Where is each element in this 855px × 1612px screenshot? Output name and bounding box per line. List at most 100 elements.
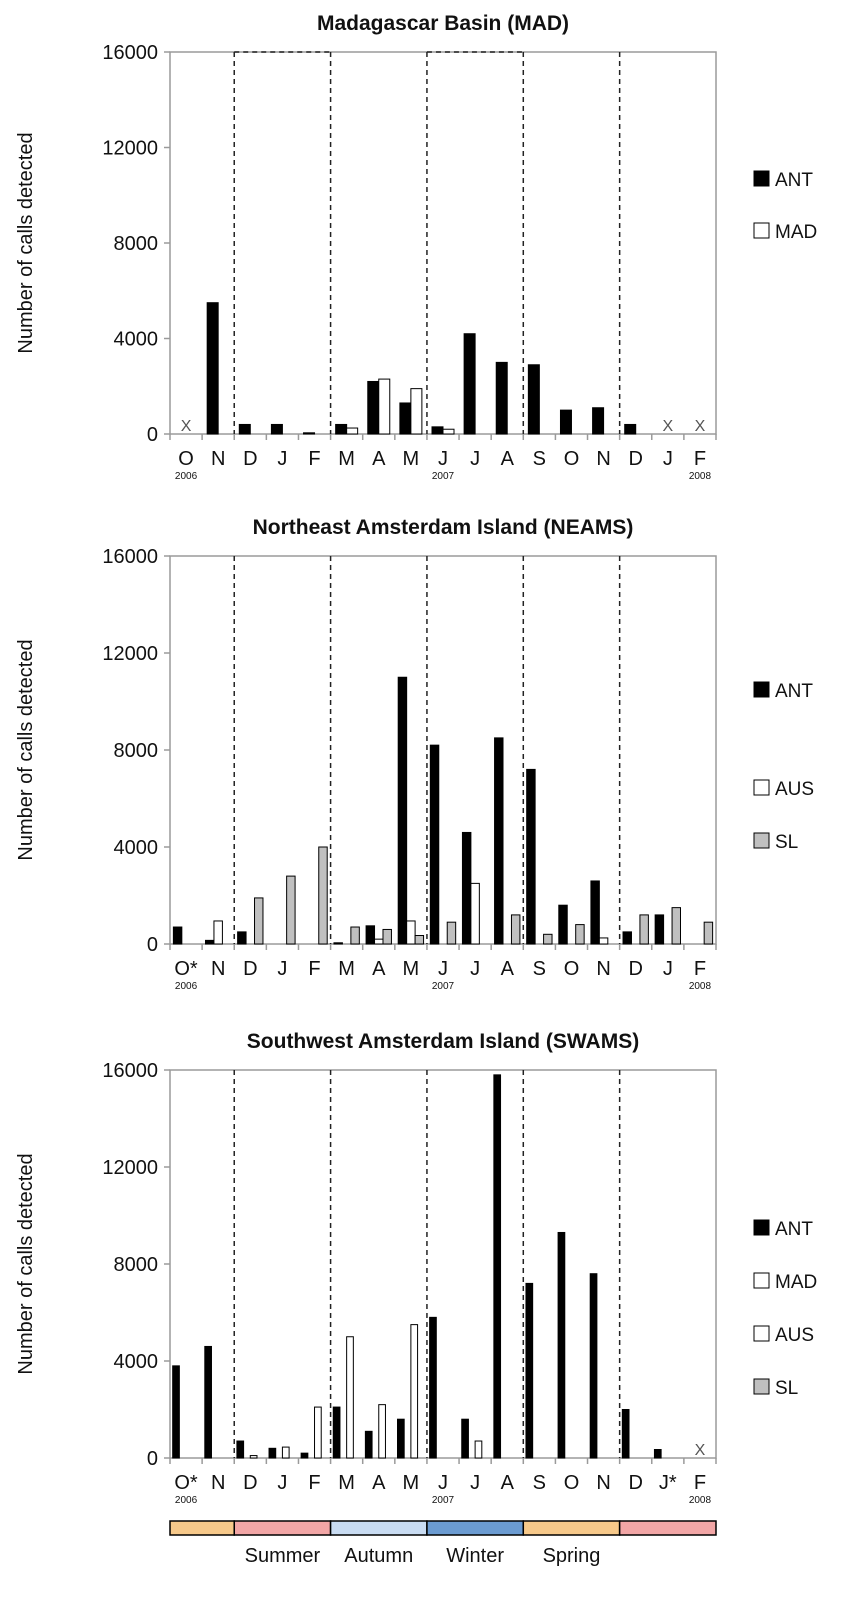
x-tick-label: O* bbox=[174, 958, 198, 980]
x-tick-label: A bbox=[372, 958, 386, 980]
x-tick-label: J bbox=[277, 958, 287, 980]
bar-sl bbox=[254, 897, 264, 945]
year-label: 2006 bbox=[175, 471, 198, 482]
no-data-marker: X bbox=[695, 418, 706, 435]
bar-ant bbox=[204, 1345, 212, 1459]
bar-ant bbox=[624, 423, 637, 435]
chart-title: Southwest Amsterdam Island (SWAMS) bbox=[247, 1030, 639, 1053]
plot-frame bbox=[169, 51, 717, 435]
x-tick-label: D bbox=[628, 958, 642, 980]
no-data-marker: X bbox=[695, 1442, 706, 1459]
legend-swatch bbox=[753, 170, 770, 187]
bar-sl bbox=[446, 921, 457, 945]
x-tick-label: O bbox=[564, 1472, 580, 1494]
bar-ant bbox=[429, 1316, 437, 1459]
x-tick-label: N bbox=[596, 958, 610, 980]
chart-title: Madagascar Basin (MAD) bbox=[317, 12, 569, 35]
bar-aus bbox=[410, 1324, 419, 1459]
season-label: Summer bbox=[245, 1545, 321, 1567]
bar-ant bbox=[621, 1409, 630, 1459]
bar-ant bbox=[592, 407, 605, 435]
x-tick-label: S bbox=[533, 958, 546, 980]
x-tick-label: J* bbox=[659, 1472, 677, 1494]
bar-ant bbox=[332, 1406, 341, 1459]
y-axis-label: Number of calls detected bbox=[15, 1153, 37, 1374]
y-tick-label: 12000 bbox=[102, 1157, 158, 1179]
y-tick-label: 0 bbox=[147, 934, 158, 956]
x-tick-label: J bbox=[663, 958, 673, 980]
legend-label: ANT bbox=[775, 170, 813, 191]
x-tick-label: J bbox=[438, 1472, 448, 1494]
no-data-marker: X bbox=[181, 418, 192, 435]
x-tick-label: M bbox=[338, 448, 355, 470]
x-tick-label: J bbox=[470, 1472, 480, 1494]
bar-ant bbox=[206, 302, 219, 435]
year-label: 2008 bbox=[689, 1495, 712, 1506]
bar-aus bbox=[406, 920, 416, 945]
y-tick-label: 8000 bbox=[114, 740, 159, 762]
x-tick-label: F bbox=[694, 1472, 706, 1494]
bar-sl bbox=[286, 875, 296, 945]
bar-ant bbox=[236, 1440, 245, 1459]
y-tick-label: 8000 bbox=[114, 1254, 159, 1276]
x-tick-label: M bbox=[403, 1472, 420, 1494]
chart-title: Northeast Amsterdam Island (NEAMS) bbox=[253, 516, 634, 539]
bar-ant bbox=[204, 939, 215, 945]
bar-ant bbox=[429, 744, 440, 945]
bar-ant bbox=[557, 1231, 566, 1459]
year-label: 2007 bbox=[432, 471, 455, 482]
bar-ant bbox=[589, 1273, 598, 1459]
bar-ant bbox=[526, 768, 536, 945]
plot-frame bbox=[169, 555, 717, 945]
chart-panel-2: Northeast Amsterdam Island (NEAMS) Number… bbox=[15, 516, 814, 992]
bar-ant bbox=[238, 423, 251, 435]
bar-sl bbox=[639, 914, 649, 945]
x-tick-label: J bbox=[277, 448, 287, 470]
y-tick-label: 4000 bbox=[114, 837, 159, 859]
bar-ant bbox=[495, 361, 508, 435]
season-label: Autumn bbox=[344, 1545, 413, 1567]
bar-ant bbox=[300, 1452, 309, 1459]
bar-ant bbox=[558, 904, 568, 945]
bar-sl bbox=[350, 926, 360, 945]
x-tick-label: F bbox=[694, 958, 706, 980]
x-tick-label: O bbox=[564, 448, 580, 470]
x-tick-label: N bbox=[211, 448, 225, 470]
legend-swatch bbox=[753, 681, 770, 698]
y-tick-label: 12000 bbox=[102, 138, 158, 160]
year-label: 2006 bbox=[175, 981, 198, 992]
bar-aus bbox=[470, 882, 480, 945]
bar-aus bbox=[474, 1440, 483, 1459]
legend-swatch bbox=[753, 779, 770, 796]
bar-sl bbox=[414, 935, 425, 945]
season-segment bbox=[233, 1520, 332, 1536]
x-tick-label: D bbox=[243, 958, 257, 980]
bar-ant bbox=[172, 926, 183, 945]
x-tick-label: F bbox=[694, 448, 706, 470]
y-tick-label: 16000 bbox=[102, 546, 158, 568]
bar-ant bbox=[237, 931, 247, 945]
y-tick-label: 4000 bbox=[114, 329, 159, 351]
bar-sl bbox=[543, 933, 553, 945]
bar-ant bbox=[270, 423, 283, 435]
y-tick-label: 8000 bbox=[114, 233, 159, 255]
bar-sl bbox=[318, 846, 328, 945]
x-tick-label: O bbox=[178, 448, 194, 470]
bar-ant bbox=[367, 380, 380, 435]
chart-panel-1: Madagascar Basin (MAD) Number of calls de… bbox=[15, 12, 817, 482]
y-axis-label: Number of calls detected bbox=[15, 132, 37, 353]
x-tick-label: M bbox=[403, 448, 420, 470]
bar-mad bbox=[410, 388, 423, 435]
x-tick-label: A bbox=[501, 958, 515, 980]
x-tick-label: M bbox=[338, 958, 355, 980]
x-tick-label: A bbox=[501, 448, 515, 470]
x-tick-label: D bbox=[628, 448, 642, 470]
bar-ant bbox=[268, 1447, 277, 1459]
bar-ant bbox=[590, 880, 600, 945]
x-tick-label: J bbox=[277, 1472, 287, 1494]
bar-aus bbox=[378, 1404, 386, 1459]
season-segment bbox=[522, 1520, 621, 1536]
x-tick-label: J bbox=[470, 958, 480, 980]
bar-ant bbox=[172, 1365, 180, 1459]
legend-swatch bbox=[753, 1325, 770, 1342]
